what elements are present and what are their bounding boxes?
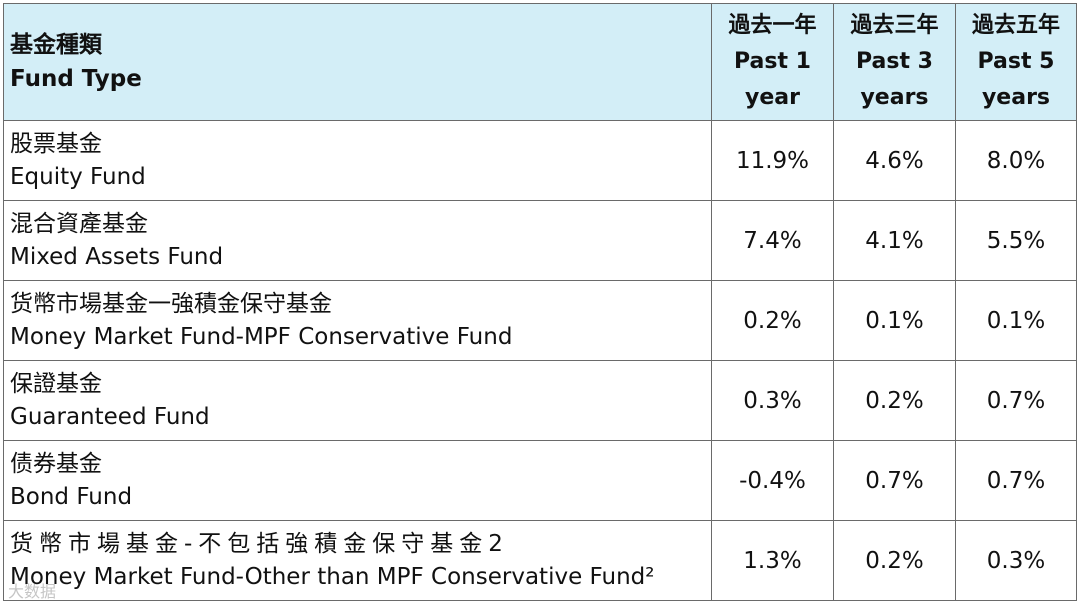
return-1y-cell: 0.3% bbox=[711, 360, 834, 441]
fund-name-en: Bond Fund bbox=[10, 483, 133, 510]
period-header-3y: 過去三年 Past 3 years bbox=[833, 3, 956, 121]
period-header-en: Past 3 bbox=[856, 49, 933, 74]
fund-type-header-en: Fund Type bbox=[10, 66, 142, 92]
fund-name-cell: 货幣市場基金一強積金保守基金 Money Market Fund-MPF Con… bbox=[3, 280, 712, 361]
fund-name-cell: 保證基金 Guaranteed Fund bbox=[3, 360, 712, 441]
return-5y-cell: 0.7% bbox=[955, 440, 1077, 521]
fund-name-en: Mixed Assets Fund bbox=[10, 243, 224, 270]
period-header-5y: 過去五年 Past 5 years bbox=[955, 3, 1077, 121]
fund-name-cell: 货幣市場基金-不包括強積金保守基金2 Money Market Fund-Oth… bbox=[3, 520, 712, 601]
fund-name-en: Guaranteed Fund bbox=[10, 403, 210, 430]
period-header-zh: 過去三年 bbox=[850, 13, 939, 38]
fund-name-en: Equity Fund bbox=[10, 163, 146, 190]
fund-type-header-zh: 基金種類 bbox=[10, 32, 102, 58]
fund-type-header: 基金種類 Fund Type bbox=[3, 3, 712, 121]
return-3y-cell: 0.1% bbox=[833, 280, 956, 361]
fund-name-cell: 股票基金 Equity Fund bbox=[3, 120, 712, 201]
fund-name-zh: 债券基金 bbox=[10, 450, 102, 477]
fund-name-zh: 混合資產基金 bbox=[10, 210, 148, 237]
table-row: 混合資產基金 Mixed Assets Fund 7.4% 4.1% 5.5% bbox=[3, 200, 1077, 281]
table-header-row: 基金種類 Fund Type 過去一年 Past 1 year 過去三年 Pas… bbox=[3, 3, 1077, 121]
period-header-en: years bbox=[981, 85, 1051, 110]
table-row: 债券基金 Bond Fund -0.4% 0.7% 0.7% bbox=[3, 440, 1077, 521]
return-5y-cell: 0.1% bbox=[955, 280, 1077, 361]
table-row: 股票基金 Equity Fund 11.9% 4.6% 8.0% bbox=[3, 120, 1077, 201]
return-3y-cell: 0.2% bbox=[833, 360, 956, 441]
fund-name-cell: 混合資產基金 Mixed Assets Fund bbox=[3, 200, 712, 281]
return-1y-cell: 7.4% bbox=[711, 200, 834, 281]
table-row: 货幣市場基金一強積金保守基金 Money Market Fund-MPF Con… bbox=[3, 280, 1077, 361]
return-3y-cell: 0.7% bbox=[833, 440, 956, 521]
return-1y-cell: 0.2% bbox=[711, 280, 834, 361]
return-5y-cell: 0.7% bbox=[955, 360, 1077, 441]
table-row: 保證基金 Guaranteed Fund 0.3% 0.2% 0.7% bbox=[3, 360, 1077, 441]
fund-name-zh: 货幣市場基金一強積金保守基金 bbox=[10, 290, 332, 317]
fund-name-zh: 股票基金 bbox=[10, 130, 102, 157]
return-5y-cell: 8.0% bbox=[955, 120, 1077, 201]
fund-name-zh: 货幣市場基金-不包括強積金保守基金2 bbox=[10, 530, 509, 557]
fund-name-cell: 债券基金 Bond Fund bbox=[3, 440, 712, 521]
return-3y-cell: 4.6% bbox=[833, 120, 956, 201]
period-header-en: years bbox=[860, 85, 929, 110]
return-5y-cell: 5.5% bbox=[955, 200, 1077, 281]
period-header-zh: 過去一年 bbox=[728, 13, 817, 38]
fund-name-en: Money Market Fund-MPF Conservative Fund bbox=[10, 323, 513, 350]
return-1y-cell: -0.4% bbox=[711, 440, 834, 521]
return-1y-cell: 1.3% bbox=[711, 520, 834, 601]
period-header-en: Past 1 bbox=[734, 49, 811, 74]
fund-returns-table: 基金種類 Fund Type 過去一年 Past 1 year 過去三年 Pas… bbox=[3, 3, 1077, 601]
return-5y-cell: 0.3% bbox=[955, 520, 1077, 601]
table-row: 货幣市場基金-不包括強積金保守基金2 Money Market Fund-Oth… bbox=[3, 520, 1077, 601]
return-3y-cell: 4.1% bbox=[833, 200, 956, 281]
period-header-en: year bbox=[745, 85, 800, 110]
period-header-zh: 過去五年 bbox=[971, 13, 1060, 38]
fund-name-zh: 保證基金 bbox=[10, 370, 102, 397]
fund-name-en: Money Market Fund-Other than MPF Conserv… bbox=[10, 563, 655, 590]
watermark: 大数据 bbox=[8, 582, 57, 601]
period-header-en: Past 5 bbox=[977, 49, 1055, 74]
return-3y-cell: 0.2% bbox=[833, 520, 956, 601]
period-header-1y: 過去一年 Past 1 year bbox=[711, 3, 834, 121]
return-1y-cell: 11.9% bbox=[711, 120, 834, 201]
